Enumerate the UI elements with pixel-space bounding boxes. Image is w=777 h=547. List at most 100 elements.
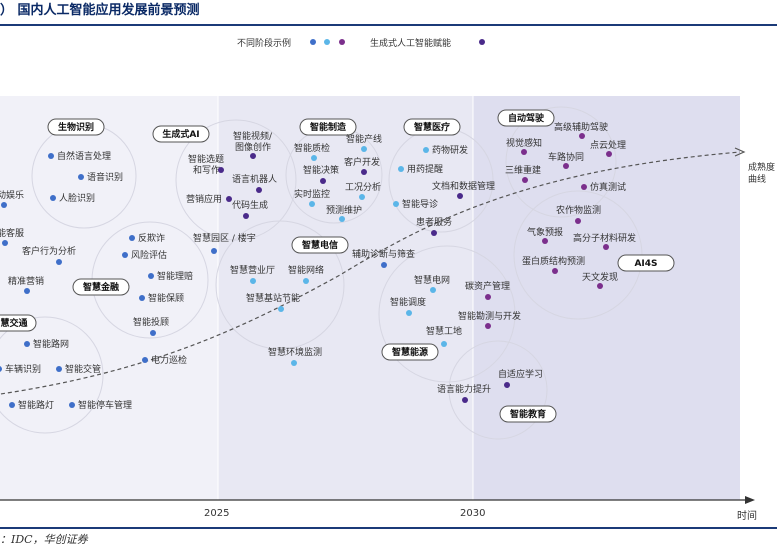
item-genai-3: 营销应用 [186, 193, 222, 205]
item-traffic-1: 车辆识别 [5, 363, 41, 375]
item-bio-0: 自然语言处理 [57, 150, 111, 162]
item-auto-2: 点云处理 [590, 139, 626, 151]
item-energy-1: 碳资产管理 [465, 280, 510, 292]
pill-med-label: 智慧医疗 [414, 121, 450, 133]
dot-manu-6 [339, 216, 345, 222]
dot-edu-1 [462, 397, 468, 403]
pill-fin: 智慧金融 [72, 278, 130, 296]
item-ent-0: 动娱乐 [0, 189, 24, 201]
item-genai-4: 代码生成 [232, 199, 268, 211]
dot-bio-2 [50, 195, 56, 201]
item-energy-4: 智慧工地 [426, 325, 462, 337]
dot-ai4s-4 [597, 283, 603, 289]
item-auto-1: 视觉感知 [506, 137, 542, 149]
dot-traffic-3 [9, 402, 15, 408]
item-ai4s-3: 蛋白质结构预测 [522, 255, 585, 267]
legend-dot-lightblue [324, 39, 330, 45]
item-edu-1: 语言能力提升 [437, 383, 491, 395]
item-ent-1: 能客服 [0, 227, 24, 239]
pill-traffic: 慧交通 [0, 314, 37, 332]
dot-energy-4 [441, 341, 447, 347]
item-traffic-5: 电力巡检 [151, 354, 187, 366]
maturity-curve-arrowhead [734, 147, 746, 157]
dot-auto-0 [579, 133, 585, 139]
x-axis-arrowhead [745, 496, 755, 504]
item-energy-5: 智慧环境监测 [268, 346, 322, 358]
dot-tele-0 [381, 262, 387, 268]
dot-fin-6 [150, 330, 156, 336]
dot-manu-1 [361, 146, 367, 152]
dot-genai-1 [218, 167, 224, 173]
pill-bio-label: 生物识别 [58, 121, 94, 133]
dot-fin-5 [139, 295, 145, 301]
item-tele-1: 智慧园区 / 楼宇 [193, 232, 256, 244]
cluster-circle-tele [215, 220, 345, 350]
legend-stages-label: 不同阶段示例 [237, 37, 291, 49]
dot-manu-0 [311, 155, 317, 161]
dot-fin-4 [148, 273, 154, 279]
dot-traffic-4 [69, 402, 75, 408]
item-manu-5: 实时监控 [294, 188, 330, 200]
item-energy-3: 智能勘测与开发 [458, 310, 521, 322]
dot-manu-5 [309, 201, 315, 207]
pill-ai4s-label: AI4S [634, 259, 657, 269]
item-tele-0: 辅助诊断与筛查 [352, 248, 415, 260]
pill-manu: 智能制造 [299, 118, 357, 136]
figure-title: ） 国内人工智能应用发展前景预测 [0, 3, 200, 18]
item-auto-4: 三维重建 [505, 164, 541, 176]
dot-energy-3 [485, 323, 491, 329]
pill-bio: 生物识别 [47, 118, 105, 136]
pill-manu-label: 智能制造 [310, 121, 347, 133]
item-manu-6: 预测维护 [326, 204, 362, 216]
pill-edu: 智能教育 [499, 405, 557, 423]
item-fin-5: 智能保顾 [148, 292, 184, 304]
tick-2030: 2030 [460, 508, 485, 519]
dot-energy-1 [485, 294, 491, 300]
dot-edu-0 [504, 382, 510, 388]
item-genai-1b: 和写作 [193, 164, 220, 176]
item-fin-4: 智能理赔 [157, 270, 193, 282]
cluster-circle-genai [175, 119, 297, 241]
item-fin-1: 风险评估 [131, 249, 167, 261]
item-med-3: 智能导诊 [402, 198, 438, 210]
dot-auto-5 [581, 184, 587, 190]
item-auto-0: 高级辅助驾驶 [554, 121, 608, 133]
source-note: ：IDC，华创证券 [0, 533, 88, 546]
dot-auto-1 [521, 149, 527, 155]
dot-fin-0 [129, 235, 135, 241]
maturity-curve [0, 151, 741, 395]
legend-genai-label: 生成式人工智能赋能 [370, 37, 451, 49]
curve-label: 成熟度曲线 [748, 161, 775, 185]
dot-med-0 [423, 147, 429, 153]
item-manu-3: 智能决策 [303, 164, 339, 176]
dot-fin-2 [56, 259, 62, 265]
pill-traffic-label: 慧交通 [0, 317, 27, 329]
item-fin-2: 客户行为分析 [22, 245, 76, 257]
pill-auto: 自动驾驶 [497, 109, 555, 127]
dot-manu-3 [320, 178, 326, 184]
dot-ent-0 [1, 202, 7, 208]
legend-dot-purple [339, 39, 345, 45]
item-auto-3: 车路协同 [548, 151, 584, 163]
pill-med: 智慧医疗 [403, 118, 461, 136]
dot-genai-3 [226, 196, 232, 202]
dot-med-1 [398, 166, 404, 172]
pill-edu-label: 智能教育 [510, 408, 546, 420]
cluster-circle-auto [505, 106, 617, 218]
item-energy-2: 智能调度 [390, 296, 426, 308]
item-manu-1: 智能产线 [346, 133, 382, 145]
cluster-circle-edu [448, 340, 548, 440]
dot-energy-5 [291, 360, 297, 366]
item-bio-2: 人脸识别 [59, 192, 95, 204]
dot-genai-0 [250, 153, 256, 159]
item-genai-1a: 智能选题 [188, 153, 224, 165]
dot-bio-0 [48, 153, 54, 159]
dot-tele-1 [211, 248, 217, 254]
dot-manu-2 [361, 169, 367, 175]
item-tele-2: 智慧营业厅 [230, 264, 275, 276]
item-energy-0: 智慧电网 [414, 274, 450, 286]
item-ai4s-0: 农作物监测 [556, 204, 601, 216]
bottom-rule [0, 527, 777, 529]
dot-auto-4 [522, 177, 528, 183]
stage-band-2 [218, 96, 473, 500]
